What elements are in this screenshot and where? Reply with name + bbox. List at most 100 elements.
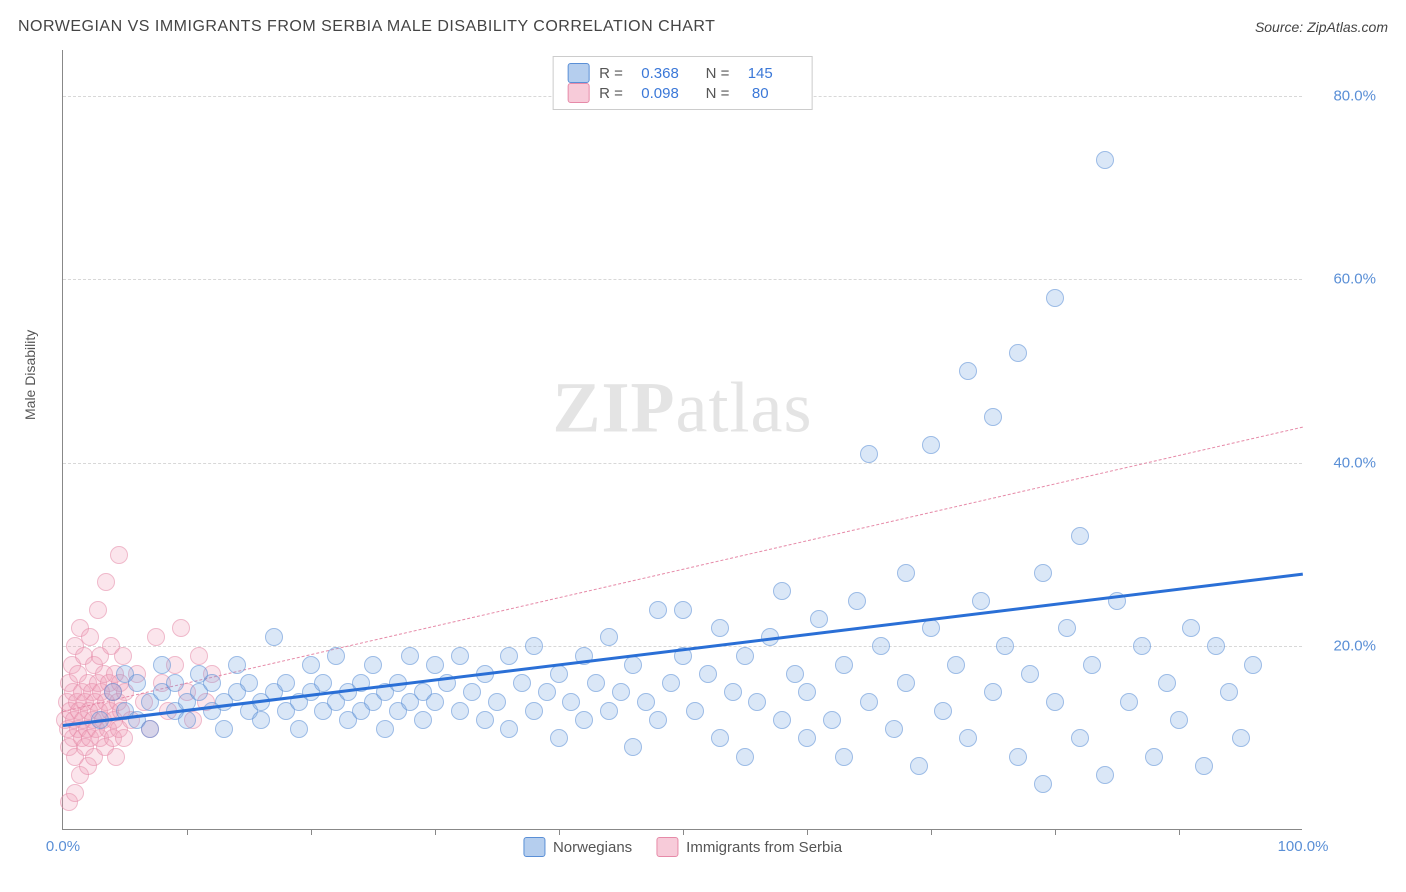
data-point bbox=[662, 674, 680, 692]
data-point bbox=[748, 693, 766, 711]
data-point bbox=[885, 720, 903, 738]
data-point bbox=[860, 693, 878, 711]
data-point bbox=[110, 546, 128, 564]
data-point bbox=[934, 702, 952, 720]
data-point bbox=[773, 582, 791, 600]
data-point bbox=[649, 711, 667, 729]
swatch-blue-icon bbox=[567, 63, 589, 83]
data-point bbox=[500, 720, 518, 738]
data-point bbox=[823, 711, 841, 729]
data-point bbox=[277, 674, 295, 692]
gridline bbox=[63, 463, 1302, 464]
data-point bbox=[166, 674, 184, 692]
data-point bbox=[600, 628, 618, 646]
data-point bbox=[141, 720, 159, 738]
data-point bbox=[97, 573, 115, 591]
data-point bbox=[736, 748, 754, 766]
data-point bbox=[364, 656, 382, 674]
data-point bbox=[550, 729, 568, 747]
legend-n-value: 80 bbox=[752, 85, 798, 102]
data-point bbox=[1158, 674, 1176, 692]
data-point bbox=[426, 656, 444, 674]
legend-n-label: N = bbox=[697, 85, 742, 102]
data-point bbox=[178, 711, 196, 729]
data-point bbox=[240, 674, 258, 692]
data-point bbox=[290, 720, 308, 738]
data-point bbox=[1207, 637, 1225, 655]
data-point bbox=[587, 674, 605, 692]
swatch-blue-icon bbox=[523, 837, 545, 857]
data-point bbox=[1170, 711, 1188, 729]
swatch-pink-icon bbox=[656, 837, 678, 857]
data-point bbox=[624, 656, 642, 674]
y-tick-label: 20.0% bbox=[1333, 638, 1376, 655]
data-point bbox=[959, 729, 977, 747]
data-point bbox=[575, 711, 593, 729]
data-point bbox=[612, 683, 630, 701]
data-point bbox=[451, 647, 469, 665]
data-point bbox=[922, 436, 940, 454]
data-point bbox=[128, 674, 146, 692]
data-point bbox=[910, 757, 928, 775]
data-point bbox=[500, 647, 518, 665]
trendline bbox=[63, 573, 1303, 727]
data-point bbox=[1021, 665, 1039, 683]
legend-item-norwegians: Norwegians bbox=[523, 837, 632, 857]
data-point bbox=[451, 702, 469, 720]
data-point bbox=[674, 601, 692, 619]
data-point bbox=[190, 647, 208, 665]
legend-row-norwegians: R = 0.368 N = 145 bbox=[567, 63, 798, 83]
x-minor-tick bbox=[1179, 829, 1180, 835]
data-point bbox=[1195, 757, 1213, 775]
data-point bbox=[302, 656, 320, 674]
legend-r-value: 0.368 bbox=[641, 65, 687, 82]
data-point bbox=[228, 656, 246, 674]
data-point bbox=[115, 729, 133, 747]
watermark-atlas: atlas bbox=[676, 368, 813, 448]
data-point bbox=[66, 784, 84, 802]
data-point bbox=[107, 748, 125, 766]
x-minor-tick bbox=[435, 829, 436, 835]
legend-n-label: N = bbox=[697, 65, 737, 82]
data-point bbox=[810, 610, 828, 628]
data-point bbox=[538, 683, 556, 701]
x-minor-tick bbox=[931, 829, 932, 835]
data-point bbox=[1071, 527, 1089, 545]
swatch-pink-icon bbox=[567, 83, 589, 103]
data-point bbox=[1046, 289, 1064, 307]
data-point bbox=[89, 601, 107, 619]
data-point bbox=[624, 738, 642, 756]
legend-label: Norwegians bbox=[553, 839, 632, 856]
legend-item-serbia: Immigrants from Serbia bbox=[656, 837, 842, 857]
data-point bbox=[252, 711, 270, 729]
data-point bbox=[550, 665, 568, 683]
data-point bbox=[798, 683, 816, 701]
legend-n-value: 145 bbox=[748, 65, 794, 82]
data-point bbox=[996, 637, 1014, 655]
source-label: Source: ZipAtlas.com bbox=[1255, 19, 1388, 35]
data-point bbox=[114, 647, 132, 665]
data-point bbox=[1071, 729, 1089, 747]
data-point bbox=[1083, 656, 1101, 674]
data-point bbox=[1244, 656, 1262, 674]
gridline bbox=[63, 279, 1302, 280]
data-point bbox=[848, 592, 866, 610]
trendline bbox=[63, 426, 1303, 711]
legend-r-value: 0.098 bbox=[641, 85, 687, 102]
data-point bbox=[1034, 564, 1052, 582]
data-point bbox=[426, 693, 444, 711]
data-point bbox=[711, 729, 729, 747]
x-minor-tick bbox=[1055, 829, 1056, 835]
data-point bbox=[1096, 766, 1114, 784]
data-point bbox=[736, 647, 754, 665]
chart-title: NORWEGIAN VS IMMIGRANTS FROM SERBIA MALE… bbox=[18, 18, 715, 36]
data-point bbox=[798, 729, 816, 747]
data-point bbox=[1009, 748, 1027, 766]
data-point bbox=[513, 674, 531, 692]
data-point bbox=[1182, 619, 1200, 637]
data-point bbox=[376, 720, 394, 738]
data-point bbox=[265, 628, 283, 646]
watermark-zip: ZIP bbox=[553, 368, 676, 448]
title-bar: NORWEGIAN VS IMMIGRANTS FROM SERBIA MALE… bbox=[18, 18, 1388, 36]
data-point bbox=[153, 656, 171, 674]
